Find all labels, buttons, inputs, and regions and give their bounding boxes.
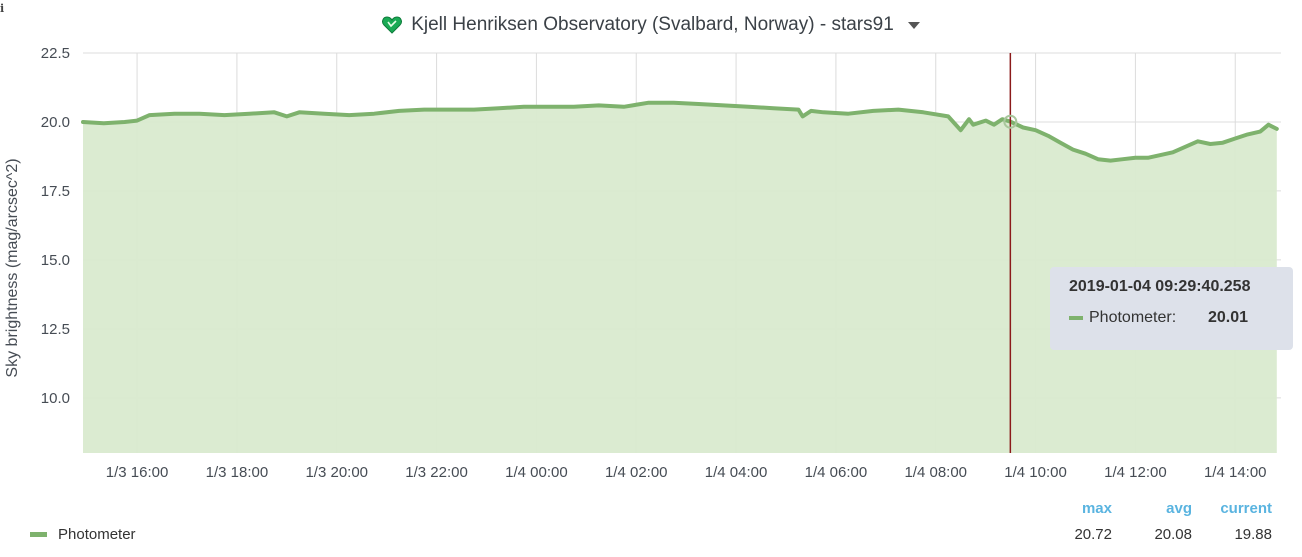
- panel-title: Kjell Henriksen Observatory (Svalbard, N…: [411, 14, 894, 35]
- x-tick-label: 1/3 20:00: [305, 464, 368, 481]
- tooltip-series-value: 20.01: [1208, 309, 1249, 326]
- legend-table: max avg current Photometer 20.72 20.08 1…: [0, 498, 1302, 553]
- series-line-photometer: [81, 100, 1279, 163]
- x-tick-label: 1/3 16:00: [106, 464, 169, 481]
- legend-value-current: 19.88: [1234, 526, 1272, 543]
- tooltip-series-label: Photometer:: [1089, 309, 1177, 326]
- chart-plot[interactable]: 22.5 20.0 17.5 15.0 12.5 10.0 1/3 16:00 1/3 18…: [0, 0, 1302, 500]
- panel-header[interactable]: Kjell Henriksen Observatory (Svalbard, N…: [0, 10, 1302, 40]
- legend-series-photometer[interactable]: Photometer: [30, 526, 136, 543]
- x-tick-label: 1/4 14:00: [1204, 464, 1267, 481]
- y-tick-label: 22.5: [41, 45, 70, 62]
- x-tick-label: 1/4 12:00: [1104, 464, 1167, 481]
- x-tick-label: 1/3 18:00: [206, 464, 269, 481]
- caret-down-icon[interactable]: [907, 21, 920, 29]
- tooltip-time: 2019-01-04 09:29:40.258: [1069, 278, 1251, 295]
- x-tick-label: 1/4 04:00: [705, 464, 768, 481]
- legend-header-max[interactable]: max: [1081, 500, 1112, 517]
- x-tick-label: 1/4 08:00: [904, 464, 967, 481]
- x-axis: 1/3 16:00 1/3 18:00 1/3 20:00 1/3 22:00 1/4 …: [106, 464, 1267, 481]
- y-tick-label: 12.5: [41, 321, 70, 338]
- heart-icon: [382, 16, 403, 34]
- y-tick-label: 20.0: [41, 114, 70, 131]
- hover-tooltip: 2019-01-04 09:29:40.258 Photometer: 20.0…: [1050, 267, 1293, 350]
- y-axis: 22.5 20.0 17.5 15.0 12.5 10.0: [41, 45, 70, 407]
- legend-value-avg: 20.08: [1154, 526, 1192, 543]
- tooltip-series-swatch: [1069, 316, 1083, 320]
- legend-header-current[interactable]: current: [1220, 500, 1272, 517]
- x-tick-label: 1/4 10:00: [1004, 464, 1067, 481]
- y-tick-label: 17.5: [41, 183, 70, 200]
- legend-series-swatch: [30, 532, 47, 537]
- panel-info-icon[interactable]: i: [0, 2, 5, 15]
- y-tick-label: 15.0: [41, 252, 70, 269]
- y-axis-label: Sky brightness (mag/arcsec^2): [4, 158, 21, 377]
- series-area-photometer: [83, 102, 1277, 453]
- tooltip-row: Photometer: 20.01: [1069, 309, 1293, 327]
- legend-series-name: Photometer: [58, 526, 136, 543]
- legend-header-avg[interactable]: avg: [1166, 500, 1192, 517]
- x-tick-label: 1/4 00:00: [505, 464, 568, 481]
- y-tick-label: 10.0: [41, 390, 70, 407]
- x-tick-label: 1/4 06:00: [805, 464, 868, 481]
- legend-value-max: 20.72: [1074, 526, 1112, 543]
- hover-point: [1003, 114, 1018, 129]
- x-tick-label: 1/3 22:00: [405, 464, 468, 481]
- x-tick-label: 1/4 02:00: [605, 464, 668, 481]
